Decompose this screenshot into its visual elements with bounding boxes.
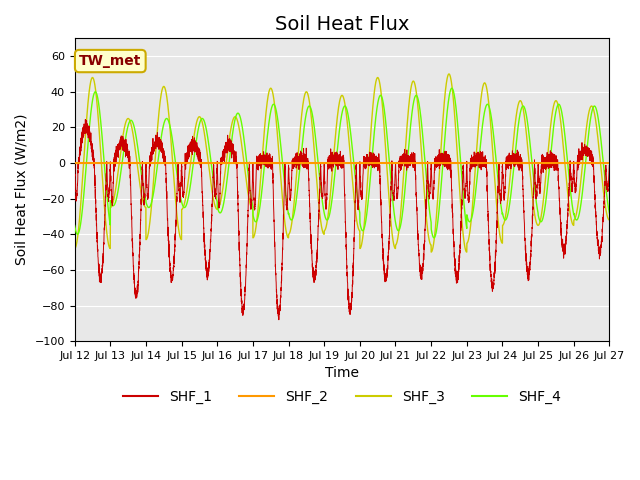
Legend: SHF_1, SHF_2, SHF_3, SHF_4: SHF_1, SHF_2, SHF_3, SHF_4 — [117, 384, 566, 410]
Text: TW_met: TW_met — [79, 54, 141, 68]
Title: Soil Heat Flux: Soil Heat Flux — [275, 15, 409, 34]
Y-axis label: Soil Heat Flux (W/m2): Soil Heat Flux (W/m2) — [15, 114, 29, 265]
X-axis label: Time: Time — [325, 366, 359, 381]
